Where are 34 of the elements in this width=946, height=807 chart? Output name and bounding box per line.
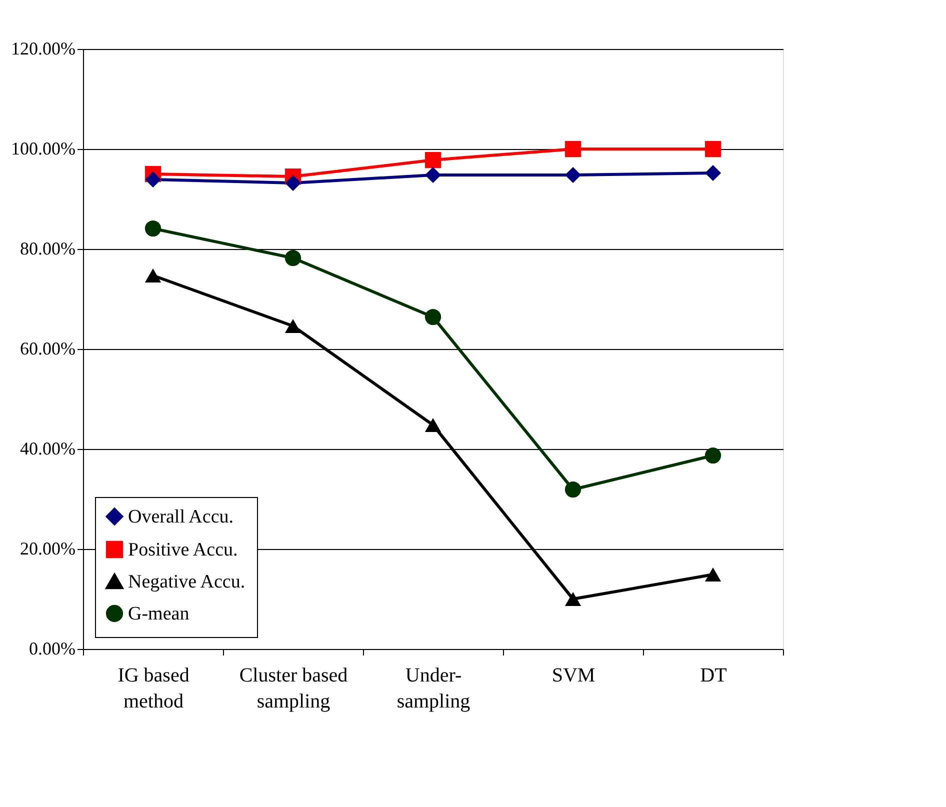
point [704,164,722,182]
legend-label: Overall Accu. [128,506,234,528]
legend-label: Negative Accu. [128,572,246,592]
point [424,308,442,326]
x-tick-label: IG based method [118,664,190,712]
point [704,568,722,582]
point [284,250,302,266]
point [564,592,582,606]
y-tick-label: 20.00% [20,538,76,558]
y-tick-label: 80.00% [20,238,76,258]
x-tick-label: Cluster based sampling [239,664,348,712]
point [564,166,582,184]
y-tick-label: 0.00% [29,638,76,658]
point [424,152,442,168]
point [144,268,162,282]
y-tick-label: 120.00% [11,38,76,58]
x-tick-label: SVM [552,664,596,686]
y-tick-label: 60.00% [20,338,76,358]
point [144,171,162,188]
y-tick-label: 40.00% [20,438,76,458]
point [564,481,582,498]
x-tick-label: Under-sampling [396,664,470,712]
legend-label: Positive Accu. [128,540,238,560]
y-tick-label: 100.00% [11,138,76,158]
legend-label: G-mean [128,604,190,624]
point [284,174,302,192]
point [704,447,722,464]
point [704,140,722,158]
x-tick-label: DT [700,664,727,686]
point [284,319,302,333]
point [564,140,582,158]
point [424,166,442,184]
point [144,220,162,237]
point [424,418,442,432]
